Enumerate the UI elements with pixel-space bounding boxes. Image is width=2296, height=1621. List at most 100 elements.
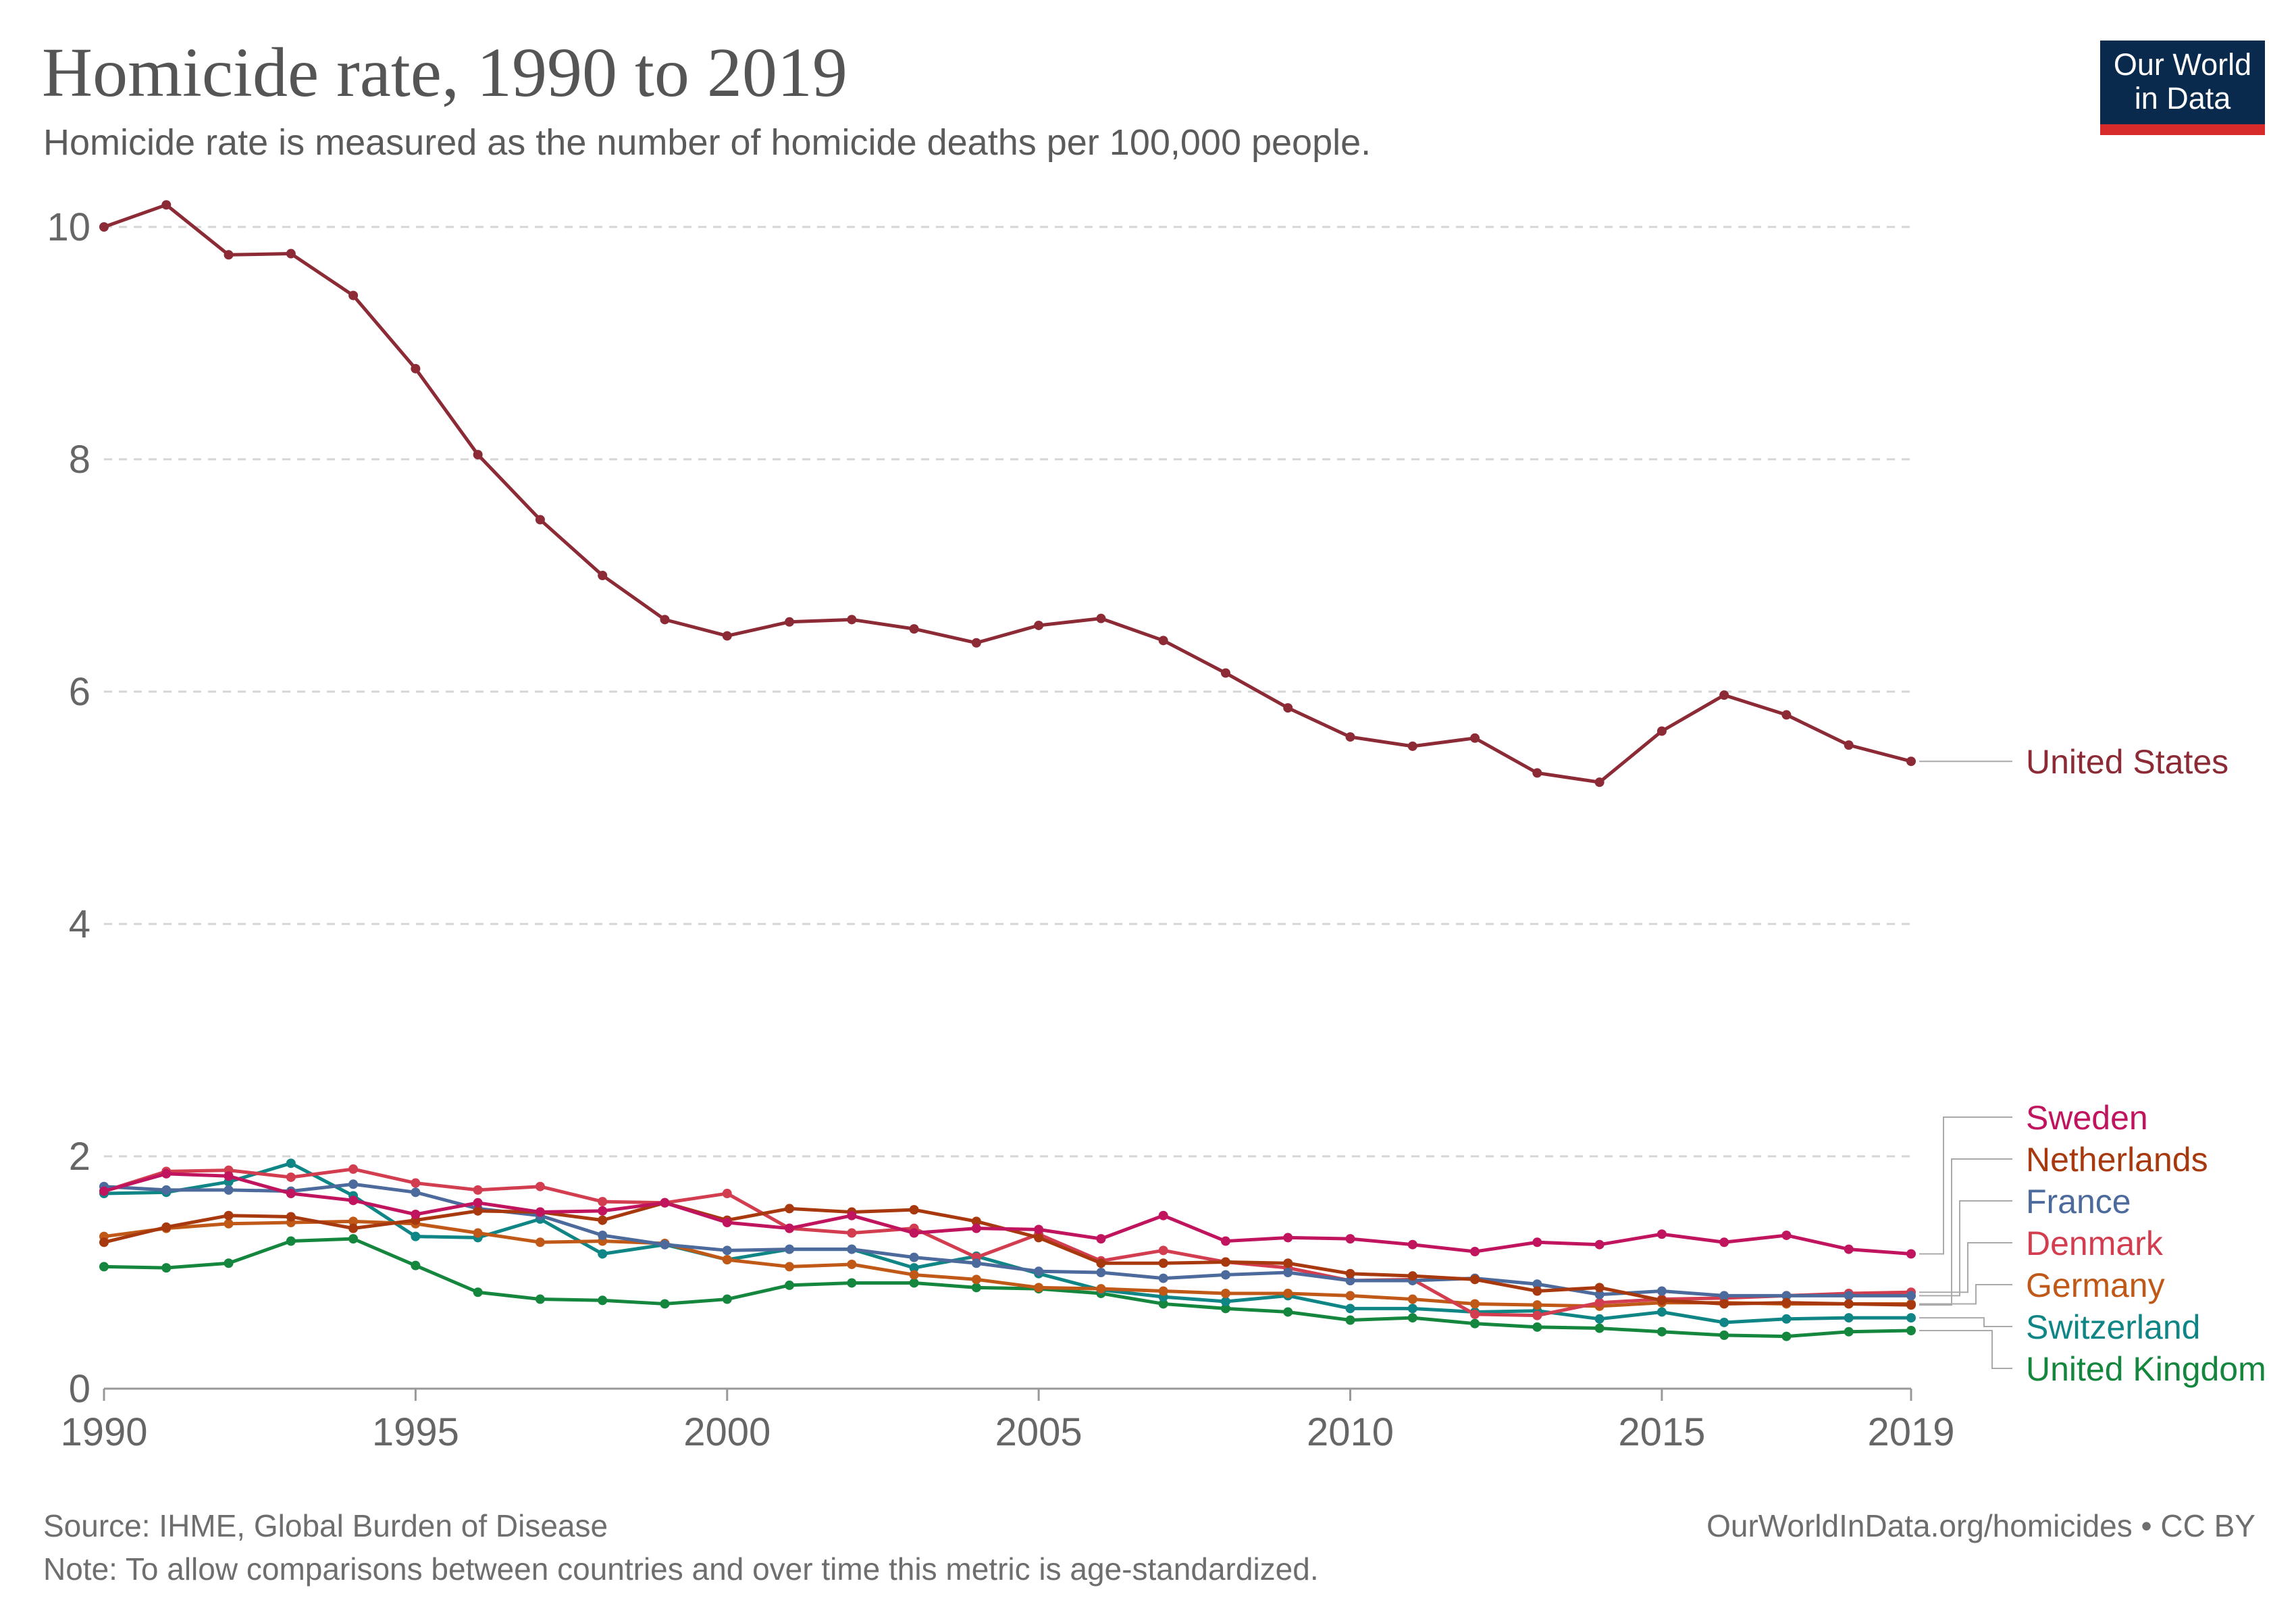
data-point [1844, 1244, 1854, 1254]
chart-title: Homicide rate, 1990 to 2019 [42, 34, 847, 111]
data-point [1844, 1299, 1854, 1309]
data-point [847, 1244, 857, 1254]
data-point [1407, 1294, 1417, 1304]
data-point [1034, 620, 1044, 630]
y-axis-ticks: 0 2 4 6 8 10 [47, 205, 90, 1411]
data-point [598, 1215, 608, 1225]
data-point [1220, 1257, 1230, 1267]
data-point [1345, 1276, 1355, 1286]
y-tick-label: 0 [69, 1367, 90, 1411]
data-point [1906, 1291, 1916, 1301]
data-point [1719, 1299, 1729, 1309]
data-point [1158, 1299, 1168, 1309]
data-point [1906, 1249, 1916, 1259]
data-point [99, 1262, 109, 1272]
data-point [598, 1206, 608, 1216]
chart-subtitle: Homicide rate is measured as the number … [43, 122, 1372, 163]
series-line [103, 1161, 1911, 1324]
data-point [1034, 1283, 1044, 1293]
data-point [1719, 1291, 1729, 1301]
data-point [1034, 1225, 1044, 1235]
data-point [1220, 1288, 1230, 1298]
data-point [909, 1270, 919, 1280]
data-point [1532, 768, 1542, 778]
data-point [1781, 1291, 1792, 1301]
data-point [1158, 1258, 1168, 1268]
data-point [535, 1207, 545, 1217]
data-point [1407, 1271, 1417, 1281]
source-link[interactable]: OurWorldInData.org/homicides • CC BY [1706, 1508, 2255, 1543]
data-point [411, 1231, 421, 1241]
data-point [1719, 690, 1729, 700]
data-point [1158, 1273, 1168, 1283]
data-point [660, 615, 670, 625]
data-point [1096, 1268, 1106, 1277]
data-point [1034, 1266, 1044, 1277]
logo-text-line2: in Data [2134, 81, 2231, 115]
data-point [722, 631, 732, 641]
data-point [598, 571, 608, 580]
data-point [348, 1234, 359, 1244]
data-point [224, 1185, 234, 1195]
data-point [1407, 1239, 1417, 1250]
data-point [411, 1210, 421, 1219]
data-point [722, 1294, 732, 1304]
data-point [1220, 668, 1230, 678]
series-label: Netherlands [2026, 1141, 2208, 1179]
data-point [224, 1171, 234, 1181]
data-point [1594, 1283, 1604, 1293]
data-point [1345, 732, 1355, 742]
y-tick-label: 4 [69, 902, 90, 946]
data-point [348, 1195, 359, 1206]
data-point [348, 1179, 359, 1189]
data-point [1345, 1315, 1355, 1325]
series-label: United Kingdom [2026, 1350, 2266, 1388]
label-connector [1919, 1317, 2012, 1327]
series-line [103, 1167, 1912, 1318]
data-point [785, 1280, 795, 1290]
data-point [1532, 1300, 1542, 1310]
data-point [411, 363, 421, 374]
data-point [1407, 1304, 1417, 1314]
data-point [971, 1223, 981, 1233]
data-point [1345, 1268, 1355, 1279]
data-point [598, 1197, 608, 1207]
data-point [1656, 1229, 1667, 1239]
data-point [1407, 741, 1417, 751]
data-point [971, 1258, 981, 1268]
data-point [161, 1185, 172, 1195]
data-point [1781, 1331, 1792, 1341]
data-point [1656, 1327, 1667, 1337]
data-point [847, 1210, 857, 1220]
data-point [1283, 703, 1293, 713]
data-point [1220, 1236, 1230, 1246]
data-point [1656, 1295, 1667, 1306]
data-point [535, 1181, 545, 1191]
data-point [1283, 1258, 1293, 1268]
data-point [785, 1223, 795, 1233]
data-point [1594, 1239, 1604, 1250]
series-line [103, 203, 1912, 784]
data-point [722, 1189, 732, 1199]
series-line [103, 1219, 1911, 1308]
data-point [411, 1178, 421, 1188]
data-point [1096, 1258, 1106, 1268]
owid-logo[interactable]: Our World in Data [2100, 41, 2265, 135]
series-lines [99, 200, 1916, 1341]
series-label: France [2026, 1183, 2131, 1220]
data-point [1906, 1326, 1916, 1335]
data-point [598, 1249, 608, 1259]
data-point [224, 250, 234, 260]
data-point [909, 1252, 919, 1262]
data-point [722, 1245, 732, 1256]
data-point [286, 1212, 296, 1222]
data-point [411, 1260, 421, 1270]
data-point [1781, 710, 1792, 720]
data-point [224, 1258, 234, 1268]
data-point [1470, 1299, 1480, 1309]
data-point [1470, 1309, 1480, 1319]
data-point [1532, 1322, 1542, 1332]
data-point [1220, 1270, 1230, 1280]
data-point [1781, 1230, 1792, 1240]
x-tick-label: 2015 [1618, 1410, 1705, 1454]
